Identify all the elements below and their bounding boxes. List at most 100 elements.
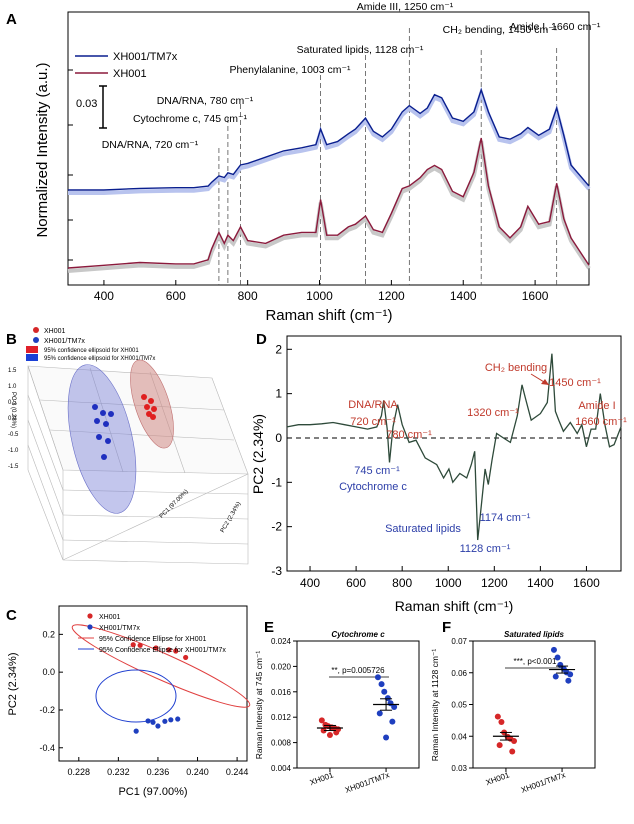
e-point: [320, 727, 327, 734]
a-peak-label: Amide I, 1660 cm⁻¹: [510, 21, 601, 33]
d-annot-satlipids: Saturated lipids: [385, 523, 461, 535]
legend-label-b-ellipsoid-xh001: 95% confidence ellipsoid for XH001: [44, 348, 139, 354]
c-ytick-label: -0.4: [39, 743, 55, 753]
a-series-line-xh001: [67, 137, 590, 269]
panel-a-peak-lines: [218, 28, 558, 285]
a-peak-label: Amide III, 1250 cm⁻¹: [357, 1, 454, 13]
f-point: [511, 738, 518, 745]
a-peak-label: Saturated lipids, 1128 cm⁻¹: [297, 44, 424, 56]
e-point: [378, 681, 385, 688]
e-ytick-label: 0.012: [271, 713, 292, 722]
b-point-xh001: [151, 406, 157, 412]
f-ytick-label: 0.06: [451, 669, 467, 678]
panel-e-ylabel: Raman Intensity at 745 cm⁻¹: [254, 651, 264, 760]
c-point-tm7x: [155, 723, 161, 729]
legend-label-c-tm7x: XH001/TM7x: [99, 625, 140, 632]
c-point-xh001: [166, 647, 172, 653]
legend-swatch-xh001-ellipsoid: [26, 346, 38, 353]
d-ytick-label: -3: [271, 564, 282, 578]
panel-e-significance: **, p=0.005726: [331, 666, 385, 675]
c-ytick-label: 0.0: [42, 667, 55, 677]
d-ytick-label: -1: [271, 475, 282, 489]
d-annot-1174: 1174 cm⁻¹: [480, 512, 531, 524]
e-point: [376, 710, 383, 717]
panel-e-letter: E: [264, 619, 274, 636]
a-xtick-label: 1600: [522, 289, 549, 303]
d-ytick-label: 1: [275, 387, 282, 401]
a-xtick-label: 1000: [306, 289, 333, 303]
e-point: [318, 717, 325, 724]
e-xtick-label: XH001: [309, 770, 336, 787]
e-point: [374, 674, 381, 681]
e-ytick-label: 0.024: [271, 637, 292, 646]
legend-label-b-ellipsoid-tm7x: 95% confidence ellipsoid for XH001/TM7x: [44, 356, 155, 362]
b-point-xh001: [150, 414, 156, 420]
scale-bar-label: 0.03: [76, 98, 97, 110]
b-ztick-label: 0.0: [8, 416, 17, 422]
f-point: [565, 677, 572, 684]
a-peak-label: DNA/RNA, 780 cm⁻¹: [157, 95, 254, 107]
c-xtick-label: 0.232: [107, 767, 130, 777]
d-xtick-label: 400: [300, 576, 320, 590]
c-xtick-label: 0.236: [147, 767, 170, 777]
panel-a-xlabel: Raman shift (cm⁻¹): [265, 307, 392, 324]
b-point-tm7x: [101, 454, 107, 460]
a-xtick-label: 1200: [378, 289, 405, 303]
legend-marker-xh001: [33, 327, 39, 333]
b-point-tm7x: [94, 418, 100, 424]
b-ztick-label: -0.5: [8, 432, 19, 438]
d-annot-ch2: CH₂ bending: [485, 362, 547, 374]
f-point: [554, 654, 561, 661]
a-peak-label: Cytochrome c, 745 cm⁻¹: [133, 113, 248, 125]
legend-label-xh001: XH001: [113, 68, 147, 80]
panel-b-zlabel: PC2 (2.34%): [220, 501, 242, 534]
d-xtick-label: 600: [346, 576, 366, 590]
a-xtick-label: 800: [238, 289, 258, 303]
a-series-band: [67, 140, 591, 273]
ellipsoid-xh001: [130, 359, 174, 449]
legend-label-c-ellipse-xh001: 95% Confidence Ellipse for XH001: [99, 636, 207, 643]
panel-d-ylabel: PC2 (2.34%): [250, 414, 266, 494]
b-ztick-label: -1.5: [8, 464, 19, 470]
d-ytick-label: -2: [271, 520, 282, 534]
c-point-tm7x: [168, 717, 174, 723]
d-annot-dnarna: DNA/RNA: [348, 399, 398, 411]
a-peak-label: DNA/RNA, 720 cm⁻¹: [102, 139, 199, 151]
c-point-xh001: [130, 642, 136, 648]
panel-a-yticks: [68, 69, 73, 261]
c-point-xh001: [183, 654, 189, 661]
panel-d-ticks: 400 600 800 1000 1200 1400 1600 2 1 0 -1 -2 -3: [271, 342, 600, 590]
panel-c-points: [130, 642, 189, 734]
f-point: [498, 718, 505, 725]
panel-c-frame: [58, 605, 248, 762]
c-point-xh001: [173, 648, 179, 654]
a-xtick-label: 1400: [450, 289, 477, 303]
b-point-tm7x: [105, 438, 111, 444]
panel-f: F Saturated lipids ***, p<0.001 0.07 0.06…: [430, 619, 596, 795]
panel-f-significance: ***, p<0.001: [514, 657, 557, 666]
d-annot-arrowhead: [541, 379, 549, 385]
c-point-tm7x: [150, 719, 156, 725]
e-point: [381, 688, 388, 695]
ellipse-xh001: [71, 624, 251, 708]
d-annot-720: 720 cm⁻¹: [350, 416, 396, 428]
panel-a-xticks: 400 600 800 1000 1200 1400 1600: [94, 280, 549, 303]
panel-b-points-tm7x: [92, 404, 114, 460]
c-xtick-label: 0.244: [226, 767, 249, 777]
f-point: [550, 646, 557, 653]
panel-d-frame: [286, 335, 622, 572]
panel-c-xlabel: PC1 (97.00%): [118, 786, 187, 798]
c-xtick-label: 0.228: [68, 767, 91, 777]
ellipse-tm7x: [95, 669, 177, 723]
panel-c-ylabel: PC2 (2.34%): [7, 653, 19, 716]
panel-a-annotations: DNA/RNA, 720 cm⁻¹ Cytochrome c, 745 cm⁻¹ D…: [102, 1, 601, 151]
panel-f-letter: F: [442, 619, 451, 636]
panel-c-letter: C: [6, 607, 17, 624]
b-point-xh001: [148, 398, 154, 404]
c-point-tm7x: [133, 728, 139, 734]
b-point-tm7x: [103, 421, 109, 427]
f-ytick-label: 0.03: [451, 764, 467, 773]
panel-e-title: Cytochrome c: [331, 630, 385, 639]
e-point: [383, 734, 390, 741]
